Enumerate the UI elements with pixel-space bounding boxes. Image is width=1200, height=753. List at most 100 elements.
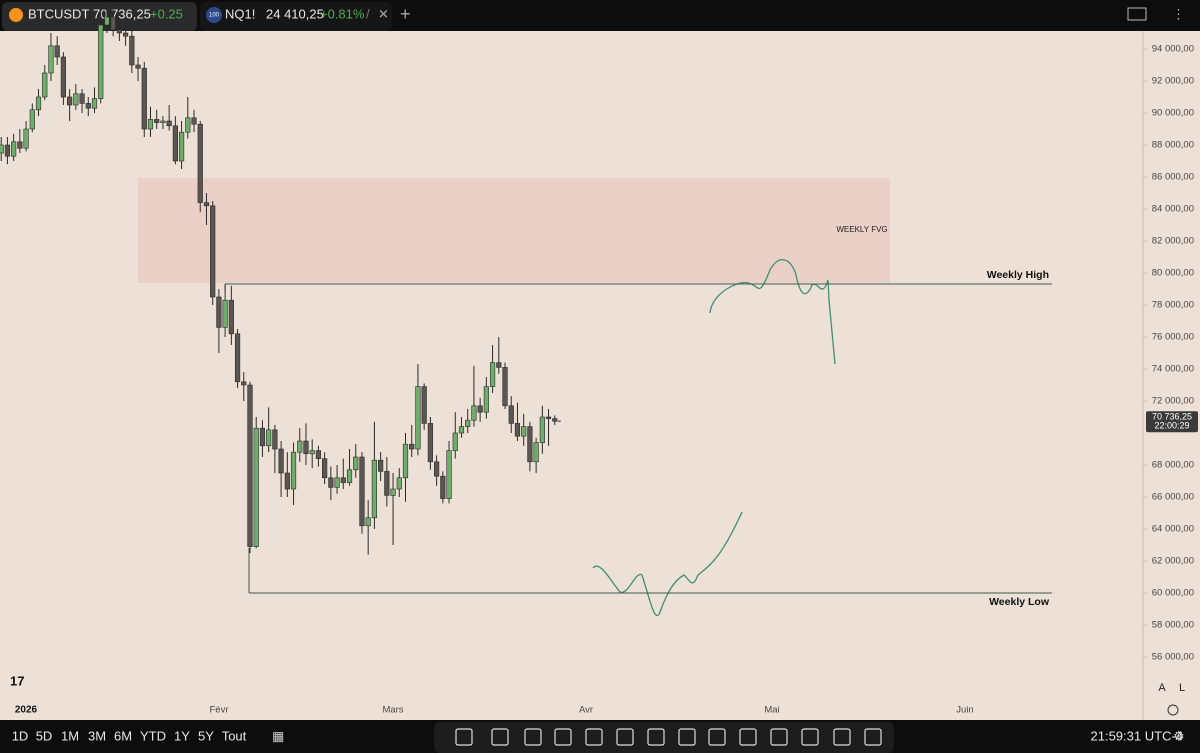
candle-body xyxy=(483,386,489,413)
fvg-zone xyxy=(138,178,890,283)
new-tab[interactable]: + xyxy=(400,4,411,24)
tool-button[interactable] xyxy=(524,728,542,746)
candle-body xyxy=(116,29,122,34)
tab-price: 70 736,25 xyxy=(93,6,151,21)
range-button[interactable]: YTD xyxy=(140,728,166,743)
tool-button[interactable] xyxy=(455,728,473,746)
candle-body xyxy=(284,472,290,490)
candle-body xyxy=(552,418,558,422)
tool-button[interactable] xyxy=(708,728,726,746)
y-tick-label: 66 000,00 xyxy=(1152,492,1194,503)
candle-body xyxy=(0,144,4,154)
tab-badge: 100 xyxy=(209,13,220,19)
countdown: 22:00:29 xyxy=(1154,421,1189,431)
candle-body xyxy=(471,405,477,421)
tool-button[interactable] xyxy=(585,728,603,746)
last-price: 70 736,25 xyxy=(1152,412,1192,422)
y-tick-label: 86 000,00 xyxy=(1152,172,1194,183)
price-tag xyxy=(1146,411,1198,433)
candle-body xyxy=(315,450,322,459)
tool-button[interactable] xyxy=(554,728,572,746)
y-tick-label: 84 000,00 xyxy=(1152,204,1194,215)
candle-body xyxy=(297,440,303,453)
candle-body xyxy=(290,451,297,490)
candle-body xyxy=(371,459,378,519)
candle-body xyxy=(247,384,253,547)
candle-body xyxy=(359,456,365,527)
range-button[interactable]: 6M xyxy=(114,728,132,743)
y-tick-label: 90 000,00 xyxy=(1152,108,1194,119)
candle-body xyxy=(67,96,73,106)
logo: 17 xyxy=(10,673,24,688)
tab-change: +0.25 xyxy=(150,6,183,21)
candle-body xyxy=(440,475,446,499)
range-button[interactable]: Tout xyxy=(222,728,247,743)
candle-body xyxy=(23,128,29,149)
candle-body xyxy=(514,423,521,437)
candle-body xyxy=(160,120,166,123)
candle-body xyxy=(141,67,147,130)
candle-body xyxy=(91,98,98,109)
candle-body xyxy=(259,427,266,447)
tool-button[interactable] xyxy=(647,728,665,746)
candle-body xyxy=(303,440,309,455)
tab[interactable] xyxy=(2,2,197,31)
candle-body xyxy=(465,419,471,427)
x-tick-label: Juin xyxy=(956,705,973,716)
range-button[interactable]: 1D xyxy=(12,728,29,743)
y-tick-label: 88 000,00 xyxy=(1152,140,1194,151)
candle-body xyxy=(421,386,427,424)
candle-body xyxy=(433,461,440,477)
range-button[interactable]: 5Y xyxy=(198,728,214,743)
tool-button[interactable] xyxy=(616,728,634,746)
drawn-path xyxy=(709,259,836,365)
tool-button[interactable] xyxy=(770,728,788,746)
scale-button[interactable]: A xyxy=(1158,682,1166,694)
tool-button[interactable] xyxy=(678,728,696,746)
candle-body xyxy=(409,443,415,450)
zone-label: WEEKLY FVG xyxy=(836,225,887,234)
y-tick-label: 74 000,00 xyxy=(1152,364,1194,375)
candle-body xyxy=(185,117,191,133)
y-tick-label: 94 000,00 xyxy=(1152,44,1194,55)
range-button[interactable]: 1Y xyxy=(174,728,190,743)
candle-body xyxy=(446,450,452,499)
level-label: Weekly High xyxy=(987,269,1049,281)
range-button[interactable]: 3M xyxy=(88,728,106,743)
candle-body xyxy=(545,416,552,419)
candle-body xyxy=(203,202,210,207)
tab[interactable] xyxy=(200,2,392,31)
y-tick-label: 58 000,00 xyxy=(1152,620,1194,631)
candle-body xyxy=(266,429,272,447)
candle-body xyxy=(489,362,496,387)
date-range-icon[interactable]: ▦ xyxy=(272,728,284,743)
candle-body xyxy=(216,296,222,328)
reset-icon[interactable] xyxy=(1167,704,1179,716)
layout-icon[interactable] xyxy=(1127,7,1147,21)
candle-body xyxy=(390,488,396,496)
tool-button[interactable] xyxy=(739,728,757,746)
candle-body xyxy=(384,471,390,496)
candle-body xyxy=(166,120,172,127)
candle-body xyxy=(241,381,247,386)
tool-button[interactable] xyxy=(491,728,509,746)
candle-body xyxy=(79,93,85,104)
range-button[interactable]: 1M xyxy=(61,728,79,743)
scale-button[interactable]: L xyxy=(1179,682,1185,694)
settings-icon[interactable]: ⚙ xyxy=(1173,728,1185,743)
tool-button[interactable] xyxy=(801,728,819,746)
clock: 21:59:31 UTC-4 xyxy=(1091,728,1184,743)
candle-body xyxy=(135,64,141,69)
candle-body xyxy=(309,450,315,455)
y-tick-label: 62 000,00 xyxy=(1152,556,1194,567)
candle-body xyxy=(129,35,135,66)
tool-button[interactable] xyxy=(864,728,882,746)
candle-body xyxy=(278,448,284,474)
tool-button[interactable] xyxy=(833,728,851,746)
y-tick-label: 60 000,00 xyxy=(1152,588,1194,599)
menu-icon[interactable]: ⋮ xyxy=(1172,6,1185,21)
close-tab[interactable]: ✕ xyxy=(378,6,389,21)
range-button[interactable]: 5D xyxy=(36,728,53,743)
